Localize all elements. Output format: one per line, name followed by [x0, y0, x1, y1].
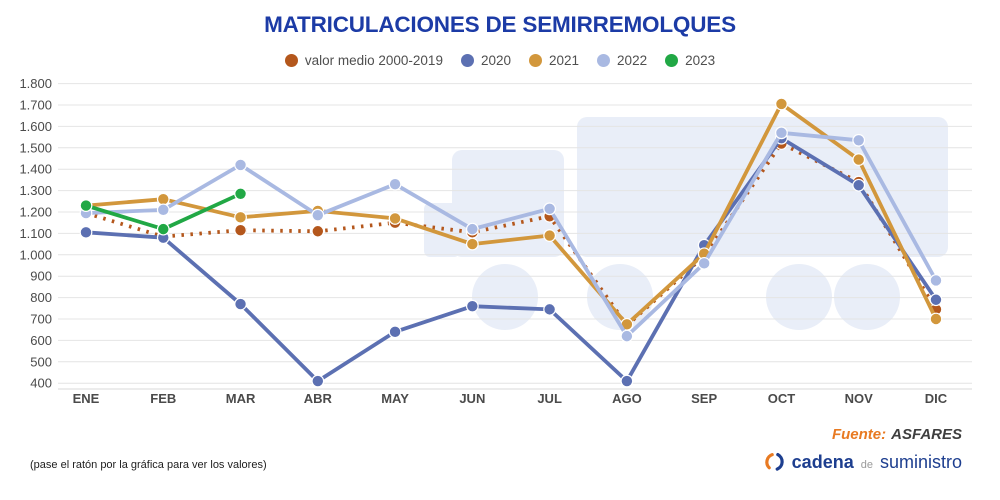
- data-point[interactable]: [543, 229, 557, 242]
- data-point[interactable]: [852, 133, 866, 147]
- source-value: ASFARES: [891, 426, 962, 443]
- x-axis-tick-label: MAY: [381, 391, 409, 406]
- y-axis-tick-label: 1.500: [19, 140, 52, 155]
- legend-label: 2022: [617, 53, 648, 68]
- data-point[interactable]: [465, 299, 479, 313]
- hover-hint: (pase el ratón por la gráfica para ver l…: [30, 459, 267, 471]
- data-point[interactable]: [465, 237, 479, 251]
- data-point[interactable]: [620, 329, 634, 343]
- data-point[interactable]: [388, 325, 402, 339]
- legend-item-2020[interactable]: 2020: [460, 53, 511, 68]
- y-axis-tick-label: 700: [30, 312, 52, 327]
- legend-label: 2023: [685, 53, 716, 68]
- data-point[interactable]: [929, 274, 943, 287]
- x-axis-tick-label: FEB: [150, 391, 176, 406]
- data-point[interactable]: [311, 374, 325, 388]
- data-point[interactable]: [388, 212, 402, 225]
- site-logo[interactable]: cadena de suministro: [764, 451, 962, 473]
- data-point[interactable]: [929, 312, 943, 326]
- y-axis-tick-label: 500: [30, 354, 52, 369]
- legend-swatch-icon: [665, 54, 679, 67]
- legend-label: valor medio 2000-2019: [304, 53, 443, 68]
- data-point[interactable]: [234, 223, 247, 237]
- y-axis-tick-label: 1.100: [19, 226, 52, 241]
- data-point[interactable]: [234, 210, 247, 224]
- data-point[interactable]: [775, 126, 788, 140]
- y-axis-tick-label: 1.000: [19, 247, 52, 262]
- data-point[interactable]: [775, 97, 788, 111]
- data-point[interactable]: [543, 302, 557, 316]
- x-axis-tick-label: MAR: [226, 391, 256, 406]
- chart-title: MATRICULACIONES DE SEMIRREMOLQUES: [264, 12, 736, 37]
- x-axis-tick-label: JUN: [459, 391, 485, 406]
- series-line-2021[interactable]: [84, 102, 938, 327]
- data-point[interactable]: [234, 187, 247, 201]
- data-point[interactable]: [156, 222, 170, 236]
- legend-label: 2020: [480, 53, 511, 68]
- legend-item-valor-medio-2000-2019[interactable]: valor medio 2000-2019: [284, 53, 443, 68]
- x-axis-tick-label: ENE: [73, 391, 100, 406]
- y-axis-tick-label: 900: [30, 269, 52, 284]
- logo-text-suministro: suministro: [879, 451, 962, 472]
- chart-legend: valor medio 2000-2019 2020 2021 2022 2023: [0, 53, 1000, 68]
- data-point[interactable]: [156, 192, 170, 206]
- logo-swirl-icon: [764, 453, 784, 471]
- x-axis-tick-label: ABR: [304, 391, 333, 406]
- y-axis-tick-label: 1.300: [19, 183, 52, 198]
- data-point[interactable]: [697, 256, 711, 270]
- legend-item-2021[interactable]: 2021: [529, 53, 579, 68]
- data-point[interactable]: [388, 177, 402, 191]
- y-axis-tick-label: 800: [30, 290, 52, 305]
- data-point[interactable]: [311, 224, 325, 238]
- data-point[interactable]: [79, 199, 93, 212]
- x-axis-tick-label: NOV: [845, 391, 874, 406]
- y-axis-tick-label: 1.200: [19, 205, 52, 220]
- data-point[interactable]: [852, 153, 866, 166]
- data-point[interactable]: [543, 202, 557, 216]
- source-label: Fuente:: [831, 426, 887, 443]
- x-axis-tick-label: SEP: [691, 391, 717, 406]
- data-point[interactable]: [929, 293, 943, 307]
- data-point[interactable]: [156, 203, 170, 217]
- logo-text-cadena: cadena: [791, 451, 854, 472]
- x-axis-tick-label: AGO: [612, 391, 642, 406]
- data-point[interactable]: [234, 158, 247, 172]
- legend-item-2022[interactable]: 2022: [597, 53, 647, 68]
- legend-swatch-icon: [460, 54, 474, 67]
- data-point[interactable]: [620, 374, 634, 388]
- series-line-2022[interactable]: [84, 130, 938, 338]
- legend-swatch-icon: [529, 54, 542, 67]
- data-point[interactable]: [79, 225, 93, 239]
- y-axis-tick-label: 1.400: [19, 162, 52, 177]
- series-line-valor-medio-2000-2019[interactable]: [85, 141, 938, 328]
- data-point[interactable]: [311, 208, 325, 222]
- y-axis-tick-label: 1.600: [19, 119, 52, 134]
- legend-swatch-icon: [284, 54, 298, 67]
- logo-text-de: de: [860, 459, 873, 471]
- x-axis-tick-label: DIC: [925, 391, 948, 406]
- y-axis-tick-label: 1.700: [19, 98, 52, 113]
- data-point[interactable]: [852, 178, 866, 192]
- y-axis-tick-label: 600: [30, 333, 52, 348]
- data-point[interactable]: [234, 297, 247, 311]
- y-axis-tick-label: 400: [30, 376, 52, 391]
- x-axis-tick-label: OCT: [768, 391, 796, 406]
- legend-swatch-icon: [597, 54, 611, 67]
- y-axis-tick-label: 1.800: [19, 76, 52, 91]
- x-axis-tick-label: JUL: [537, 391, 562, 406]
- legend-item-2023[interactable]: 2023: [665, 53, 715, 68]
- source-credit: Fuente: ASFARES: [832, 426, 962, 443]
- data-point[interactable]: [465, 222, 479, 236]
- legend-label: 2021: [549, 53, 580, 68]
- series-line-2020[interactable]: [84, 136, 938, 383]
- line-chart[interactable]: 400 500 600 700 800 900 1.000 1.100 1.200 1.300 1.…: [0, 0, 1000, 440]
